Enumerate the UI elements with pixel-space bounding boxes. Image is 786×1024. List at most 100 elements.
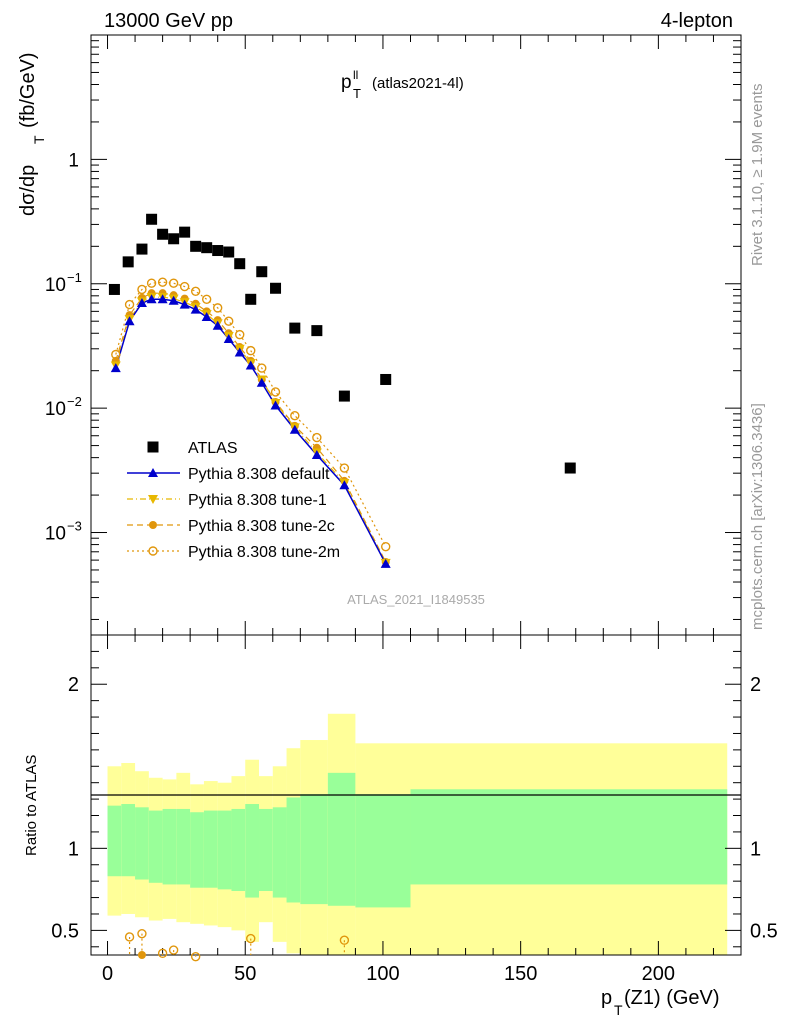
point-marker bbox=[270, 400, 281, 410]
point-marker bbox=[179, 299, 190, 309]
ratio-band-inner bbox=[121, 804, 136, 877]
point-marker bbox=[124, 299, 135, 310]
legend-label: Pythia 8.308 tune-2m bbox=[188, 544, 340, 561]
point-marker bbox=[110, 363, 121, 373]
ratio-band-inner bbox=[203, 810, 218, 888]
axis-ticks bbox=[91, 34, 741, 955]
point-marker bbox=[380, 373, 392, 385]
ratio-band-inner bbox=[355, 794, 411, 908]
mcplots-info: mcplots.cern.ch [arXiv:1306.3436] bbox=[749, 403, 766, 630]
legend-label: Pythia 8.308 default bbox=[188, 466, 330, 483]
x-label-main: p bbox=[601, 987, 612, 1009]
point-marker bbox=[270, 282, 282, 294]
energy-label: 13000 GeV pp bbox=[104, 10, 233, 32]
y-tick-label: 10 bbox=[45, 524, 66, 545]
point-marker bbox=[339, 480, 350, 490]
point-marker bbox=[201, 242, 213, 254]
ratio-tick-label-left: 1 bbox=[68, 838, 79, 860]
ratio-tick-label-left: 0.5 bbox=[51, 920, 79, 942]
x-axis-label: p T (Z1) (GeV) bbox=[601, 987, 720, 1018]
ratio-band-inner bbox=[176, 808, 191, 885]
point-marker bbox=[168, 295, 179, 305]
point-marker bbox=[137, 284, 147, 295]
plot-title-analysis: (atlas2021-4l) bbox=[372, 75, 464, 92]
point-marker bbox=[179, 226, 191, 238]
legend-entry: Pythia 8.308 tune-2m bbox=[127, 544, 340, 561]
point-marker bbox=[168, 278, 179, 288]
ratio-band-inner bbox=[135, 807, 149, 880]
ratio-band-inner bbox=[286, 797, 301, 903]
ratio-band-inner bbox=[410, 789, 728, 885]
point-marker bbox=[179, 281, 190, 292]
legend-entry: Pythia 8.308 default bbox=[127, 466, 330, 483]
y-tick-label: 10 bbox=[45, 275, 66, 296]
y-tick-exponent: −1 bbox=[67, 270, 82, 285]
point-marker bbox=[136, 298, 147, 308]
point-marker bbox=[289, 424, 300, 434]
point-marker bbox=[339, 935, 350, 945]
point-marker bbox=[190, 951, 201, 962]
point-marker bbox=[201, 312, 212, 322]
series-line bbox=[115, 281, 387, 547]
y-tick-exponent: −3 bbox=[67, 519, 82, 534]
point-marker bbox=[212, 245, 224, 257]
point-marker bbox=[148, 495, 158, 504]
point-marker bbox=[137, 928, 147, 939]
point-marker bbox=[147, 441, 159, 453]
point-marker bbox=[108, 283, 120, 295]
ratio-band-inner bbox=[162, 808, 177, 885]
series-markers bbox=[110, 277, 391, 568]
point-marker bbox=[122, 256, 134, 268]
x-tick-label: 200 bbox=[642, 963, 675, 985]
plot-title: p ll T (atlas2021-4l) bbox=[341, 68, 464, 101]
plot-title-superscript: ll bbox=[353, 68, 358, 82]
point-marker bbox=[146, 213, 158, 225]
y-tick-exponent: −2 bbox=[67, 394, 82, 409]
point-marker bbox=[146, 294, 157, 304]
point-marker bbox=[137, 951, 146, 959]
point-marker bbox=[256, 266, 268, 278]
x-tick-label: 150 bbox=[504, 963, 537, 985]
point-marker bbox=[234, 258, 246, 270]
ratio-band-inner bbox=[272, 807, 287, 898]
atlas-data-points bbox=[108, 213, 576, 474]
point-marker bbox=[190, 240, 202, 252]
ratio-tick-label-right: 1 bbox=[750, 838, 761, 860]
ratio-band-inner bbox=[245, 804, 260, 898]
point-marker bbox=[290, 410, 300, 421]
point-marker bbox=[212, 303, 223, 313]
y-label-text: dσ/dp bbox=[17, 165, 39, 216]
legend-label: Pythia 8.308 tune-2c bbox=[188, 518, 335, 535]
ratio-band-inner bbox=[231, 808, 246, 891]
ratio-band-inner bbox=[190, 812, 204, 888]
point-marker bbox=[311, 325, 323, 337]
ratio-tick-label-left: 2 bbox=[68, 674, 79, 696]
point-marker bbox=[190, 286, 201, 296]
point-marker bbox=[380, 558, 391, 568]
channel-label: 4-lepton bbox=[661, 10, 733, 32]
point-marker bbox=[124, 316, 135, 326]
point-marker bbox=[201, 294, 212, 305]
ratio-band-inner bbox=[300, 794, 328, 905]
ratio-band-inner bbox=[107, 805, 122, 877]
legend: ATLAS Pythia 8.308 default Pythia 8.308 tu… bbox=[127, 440, 340, 561]
tick-labels: 110−110−210 −30.5 0.51 12 20 50 100 150 200 bbox=[45, 150, 778, 985]
point-marker bbox=[223, 333, 234, 343]
point-marker bbox=[256, 377, 267, 387]
ratio-band-inner bbox=[148, 810, 163, 883]
point-marker bbox=[146, 278, 157, 288]
point-marker bbox=[234, 347, 245, 357]
point-marker bbox=[149, 521, 157, 529]
x-label-subscript: T bbox=[614, 1002, 623, 1018]
point-marker bbox=[157, 294, 168, 304]
point-marker bbox=[157, 948, 168, 959]
ratio-tick-label-right: 0.5 bbox=[750, 920, 778, 942]
point-marker bbox=[157, 277, 168, 287]
point-marker bbox=[381, 541, 391, 552]
point-marker bbox=[212, 320, 223, 330]
legend-label: ATLAS bbox=[188, 440, 238, 457]
x-label-rest: (Z1) (GeV) bbox=[624, 987, 720, 1009]
ratio-points bbox=[124, 928, 350, 962]
point-marker bbox=[311, 450, 322, 460]
